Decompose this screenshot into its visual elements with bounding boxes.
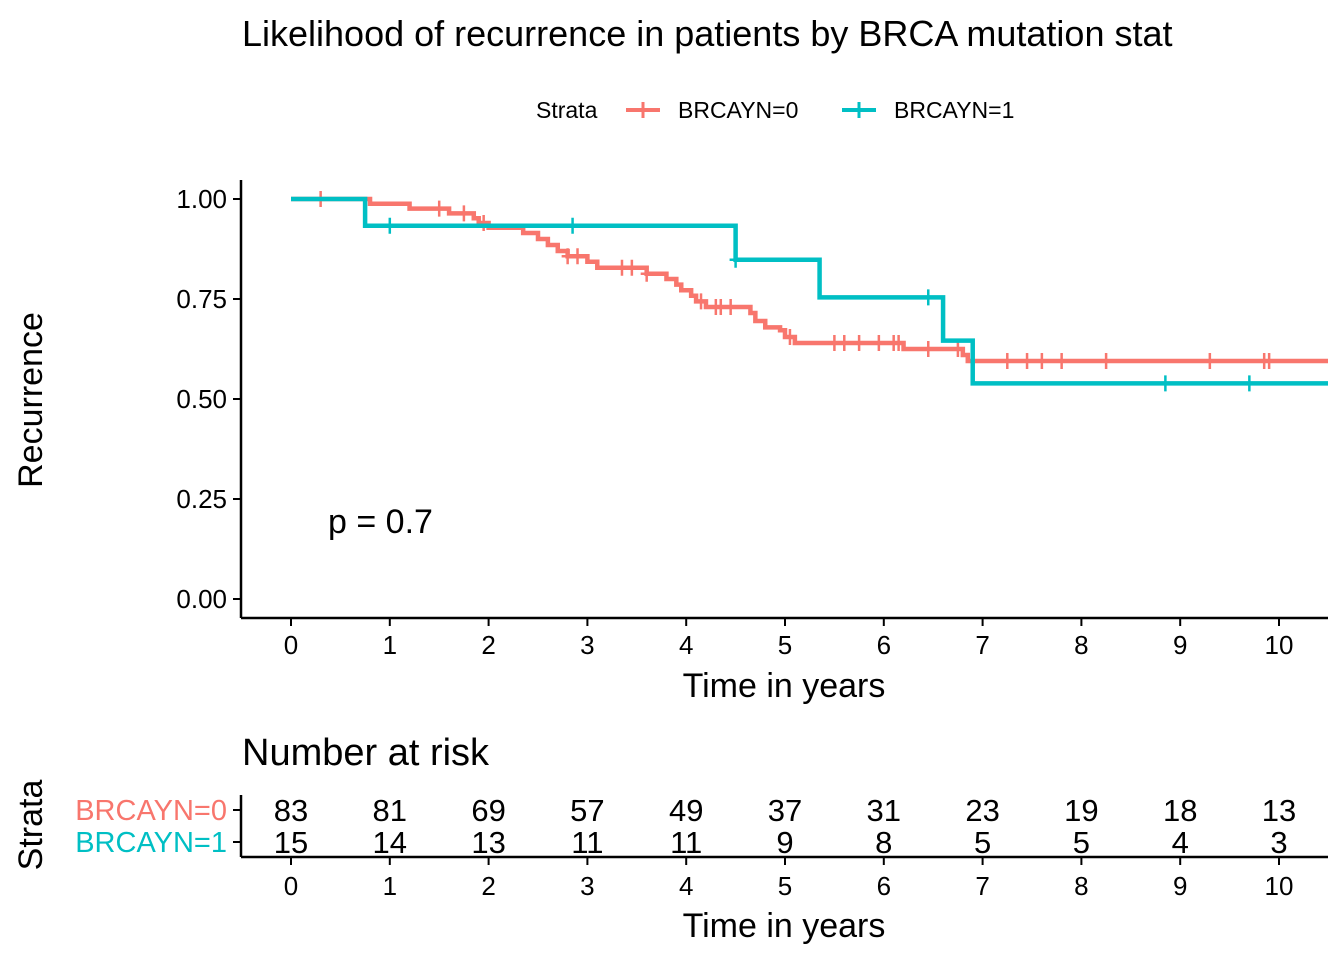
p-value-annotation: p = 0.7 bbox=[328, 503, 433, 541]
risk-cell: 14 bbox=[373, 825, 407, 860]
x-tick-label: 3 bbox=[580, 630, 594, 660]
censor-mark bbox=[729, 251, 742, 268]
censor-mark bbox=[853, 335, 866, 351]
series-brcayn-1 bbox=[291, 196, 1328, 392]
censor-mark bbox=[383, 217, 396, 234]
x-axis-label: Time in years bbox=[683, 667, 886, 705]
censor-mark bbox=[1021, 353, 1034, 369]
risk-cell: 19 bbox=[1064, 793, 1098, 828]
risk-cell: 81 bbox=[373, 793, 407, 828]
censor-mark bbox=[695, 293, 708, 310]
survival-curve bbox=[291, 196, 1328, 386]
censor-mark bbox=[1035, 353, 1048, 369]
risk-x-tick-label: 1 bbox=[383, 871, 397, 901]
censor-mark bbox=[1100, 353, 1113, 369]
legend: Strata BRCAYN=0 BRCAYN=1 bbox=[536, 97, 1014, 123]
censor-mark bbox=[566, 217, 579, 234]
series-brcayn-0 bbox=[291, 191, 1328, 369]
censor-mark bbox=[433, 200, 446, 217]
censor-mark bbox=[951, 341, 964, 357]
censor-mark bbox=[1203, 353, 1216, 369]
risk-cell: 69 bbox=[471, 793, 505, 828]
censor-mark bbox=[1055, 353, 1068, 369]
censor-mark bbox=[640, 265, 653, 282]
x-tick-label: 7 bbox=[975, 630, 989, 660]
risk-y-axis-label: Strata bbox=[12, 780, 50, 871]
censor-mark bbox=[892, 335, 905, 351]
risk-x-tick-label: 5 bbox=[778, 871, 792, 901]
x-tick-label: 9 bbox=[1173, 630, 1187, 660]
x-tick-label: 1 bbox=[383, 630, 397, 660]
risk-x-tick-label: 7 bbox=[975, 871, 989, 901]
legend-title: Strata bbox=[536, 97, 598, 123]
risk-cell: 15 bbox=[274, 825, 308, 860]
censor-mark bbox=[724, 299, 737, 315]
y-axis-label: Recurrence bbox=[12, 312, 50, 488]
x-tick-label: 5 bbox=[778, 630, 792, 660]
x-tick-label: 2 bbox=[481, 630, 495, 660]
legend-item: BRCAYN=1 bbox=[842, 97, 1014, 123]
risk-cell: 83 bbox=[274, 793, 308, 828]
censor-mark bbox=[625, 259, 638, 276]
censor-mark bbox=[922, 341, 935, 357]
risk-cell: 23 bbox=[965, 793, 999, 828]
risk-cell: 5 bbox=[1073, 825, 1090, 860]
x-tick-label: 0 bbox=[284, 630, 298, 660]
legend-label: BRCAYN=0 bbox=[678, 97, 798, 123]
y-tick-label: 0.75 bbox=[176, 284, 227, 314]
censor-mark bbox=[1263, 353, 1276, 369]
x-tick-label: 6 bbox=[877, 630, 891, 660]
risk-cell: 3 bbox=[1270, 825, 1287, 860]
risk-x-tick-label: 6 bbox=[877, 871, 891, 901]
y-tick-label: 0.25 bbox=[176, 484, 227, 514]
x-tick-label: 10 bbox=[1265, 630, 1294, 660]
censor-mark bbox=[477, 215, 490, 231]
censor-mark bbox=[783, 329, 796, 345]
risk-x-tick-label: 3 bbox=[580, 871, 594, 901]
risk-cell: 37 bbox=[768, 793, 802, 828]
risk-cell: 9 bbox=[776, 825, 793, 860]
censor-mark bbox=[571, 248, 584, 265]
risk-cell: 13 bbox=[471, 825, 505, 860]
x-tick-label: 4 bbox=[679, 630, 693, 660]
risk-row-label: BRCAYN=0 bbox=[75, 795, 227, 827]
risk-cell: 49 bbox=[669, 793, 703, 828]
censor-mark bbox=[457, 205, 470, 222]
risk-table-title: Number at risk bbox=[242, 732, 490, 774]
censor-mark bbox=[838, 335, 851, 351]
risk-x-tick-label: 0 bbox=[284, 871, 298, 901]
censor-mark bbox=[1001, 353, 1014, 369]
risk-x-tick-label: 2 bbox=[481, 871, 495, 901]
risk-cell: 4 bbox=[1172, 825, 1189, 860]
risk-cell: 13 bbox=[1262, 793, 1296, 828]
risk-cell: 18 bbox=[1163, 793, 1197, 828]
censor-mark bbox=[922, 289, 935, 306]
risk-row-label: BRCAYN=1 bbox=[75, 827, 227, 859]
risk-x-axis-label: Time in years bbox=[683, 907, 886, 945]
chart-title: Likelihood of recurrence in patients by … bbox=[242, 13, 1173, 54]
risk-x-tick-label: 9 bbox=[1173, 871, 1187, 901]
risk-cell: 11 bbox=[670, 825, 702, 860]
risk-x-tick-label: 8 bbox=[1074, 871, 1088, 901]
survival-plot: 0.00 0.25 0.50 0.75 1.00 0 1 2 3 4 5 6 7 8 9 10 p = 0.7… bbox=[12, 180, 1328, 705]
censor-mark bbox=[1159, 375, 1172, 392]
risk-x-tick-label: 10 bbox=[1265, 871, 1294, 901]
risk-cell: 5 bbox=[974, 825, 991, 860]
risk-cell: 8 bbox=[875, 825, 892, 860]
risk-cell: 57 bbox=[570, 793, 604, 828]
risk-x-tick-label: 4 bbox=[679, 871, 693, 901]
risk-cell: 11 bbox=[571, 825, 603, 860]
censor-mark bbox=[1243, 375, 1256, 392]
risk-cell: 31 bbox=[867, 793, 901, 828]
survival-curve bbox=[291, 196, 1328, 364]
x-tick-label: 8 bbox=[1074, 630, 1088, 660]
legend-label: BRCAYN=1 bbox=[894, 97, 1014, 123]
y-tick-label: 0.50 bbox=[176, 384, 227, 414]
risk-table: Number at risk 0 1 2 3 4 5 6 7 8 9 10BRCAYN=0BRCAY… bbox=[12, 732, 1328, 945]
legend-item: BRCAYN=0 bbox=[626, 97, 798, 123]
y-tick-label: 0.00 bbox=[176, 584, 227, 614]
y-tick-label: 1.00 bbox=[176, 184, 227, 214]
censor-mark bbox=[872, 335, 885, 351]
